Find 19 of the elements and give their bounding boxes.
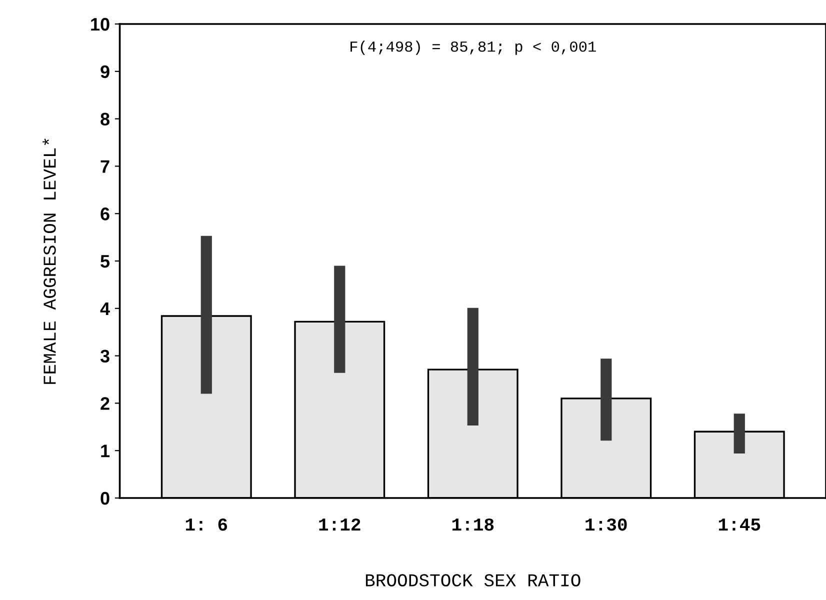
y-tick-label: 10 bbox=[91, 18, 110, 31]
y-tick-label: 9 bbox=[100, 65, 110, 78]
x-tick-label: 1:12 bbox=[319, 518, 360, 531]
y-tick-label: 3 bbox=[100, 350, 110, 363]
y-axis-title: FEMALE AGGRESION LEVEL* bbox=[42, 138, 56, 384]
y-tick-label: 7 bbox=[100, 160, 110, 173]
x-tick-label: 1:18 bbox=[452, 518, 494, 531]
y-tick-label: 2 bbox=[100, 397, 110, 410]
y-tick-label: 0 bbox=[100, 492, 110, 505]
y-tick-label: 8 bbox=[100, 112, 110, 126]
annotation: F(4;498) = 85,81; p < 0,001 bbox=[350, 40, 596, 55]
x-tick-label: 1:45 bbox=[718, 518, 760, 531]
x-axis-title: BROODSTOCK SEX RATIO bbox=[366, 574, 580, 586]
y-tick-label: 1 bbox=[101, 444, 110, 458]
x-tick-label: 1:30 bbox=[586, 518, 627, 531]
y-tick-label: 6 bbox=[100, 208, 110, 220]
y-tick-label: 5 bbox=[100, 255, 110, 268]
y-tick-label: 4 bbox=[100, 302, 110, 315]
x-tick-label: 1: 6 bbox=[186, 518, 228, 531]
